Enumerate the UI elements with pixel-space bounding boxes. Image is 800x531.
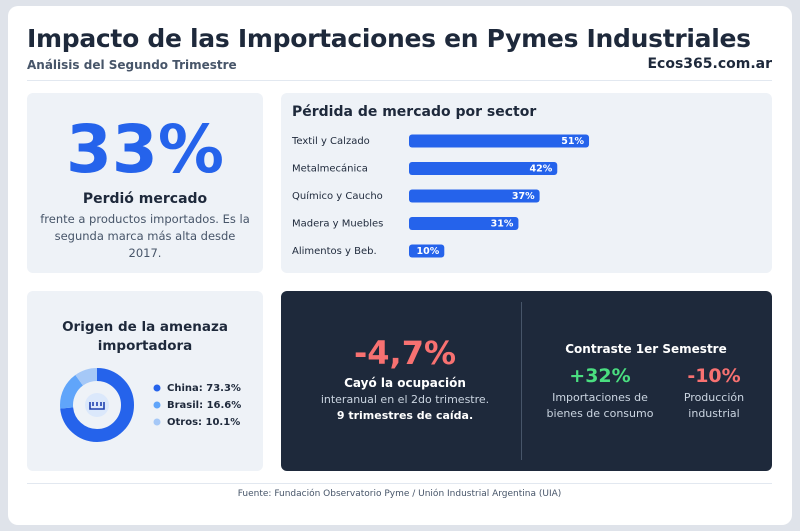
footer: Fuente: Fundación Observatorio Pyme / Un… — [237, 489, 562, 499]
jobs-label: Cayó la ocupación — [344, 376, 466, 390]
kpi-label: Perdió mercado — [82, 191, 208, 207]
footer-line — [27, 483, 772, 484]
contrast-item: +32% Importaciones de bienes de consumo — [540, 365, 660, 422]
bar — [409, 189, 540, 203]
value-label: 31% — [491, 219, 514, 230]
bar-title: Pérdida de mercado por sector — [292, 104, 537, 120]
contrast-value: -10% — [687, 365, 741, 387]
category-label: Textil y Calzado — [291, 136, 370, 147]
donut-card — [27, 291, 263, 471]
contrast-label: Producción industrial — [683, 391, 745, 420]
bar-card — [281, 93, 772, 273]
legend-label: China: 73.3% — [167, 383, 241, 394]
bar — [409, 134, 590, 148]
jobs-note: 9 trimestres de caída. — [336, 409, 474, 422]
kpi-detail: frente a productos importados. Es la seg… — [40, 212, 250, 260]
category-label: Alimentos y Beb. — [292, 246, 377, 257]
legend-label: Brasil: 16.6% — [167, 400, 241, 411]
bar — [409, 217, 519, 230]
bar — [409, 244, 445, 258]
donut-icon — [85, 393, 109, 417]
legend-swatch — [153, 418, 161, 426]
legend-label: Otros: 10.1% — [167, 417, 240, 428]
site: Ecos365.com.ar — [647, 56, 772, 72]
donut-segment — [60, 368, 134, 442]
category-label: Químico y Caucho — [292, 190, 383, 202]
category-label: Metalmecánica — [292, 163, 368, 175]
separator — [27, 80, 772, 81]
category-label: Madera y Muebles — [292, 219, 383, 230]
contrast-value: +32% — [569, 365, 631, 387]
kpi-value: 33% — [66, 111, 224, 188]
dark-card — [281, 291, 772, 471]
subtitle: Análisis del Segundo Trimestre — [27, 58, 237, 72]
title: Impacto de las Importaciones en Pymes In… — [27, 24, 751, 53]
value-label: 51% — [561, 136, 584, 147]
jobs-detail: interanual en el 2do trimestre. — [320, 393, 490, 406]
donut-segment — [60, 368, 134, 442]
legend-swatch — [153, 401, 161, 409]
contrast-title: Contraste 1er Semestre — [565, 342, 727, 356]
contrast-label: Importaciones de bienes de consumo — [546, 391, 654, 420]
kpi-card: 33% Perdió mercado frente a productos im… — [27, 93, 263, 273]
jobs-value: -4,7% — [353, 334, 457, 372]
contrast-item: -10% Producción industrial — [664, 365, 764, 422]
icon — [89, 402, 105, 410]
divider — [521, 302, 522, 460]
value-label: 37% — [512, 191, 535, 202]
bar — [409, 162, 558, 175]
jobs-block: -4,7% Cayó la ocupación interanual en el… — [290, 334, 520, 422]
legend-swatch — [153, 384, 161, 392]
value-label: 42% — [530, 164, 553, 175]
value-label: 10% — [417, 246, 440, 257]
donut-title: Origen de la amenaza importadora — [62, 319, 228, 354]
